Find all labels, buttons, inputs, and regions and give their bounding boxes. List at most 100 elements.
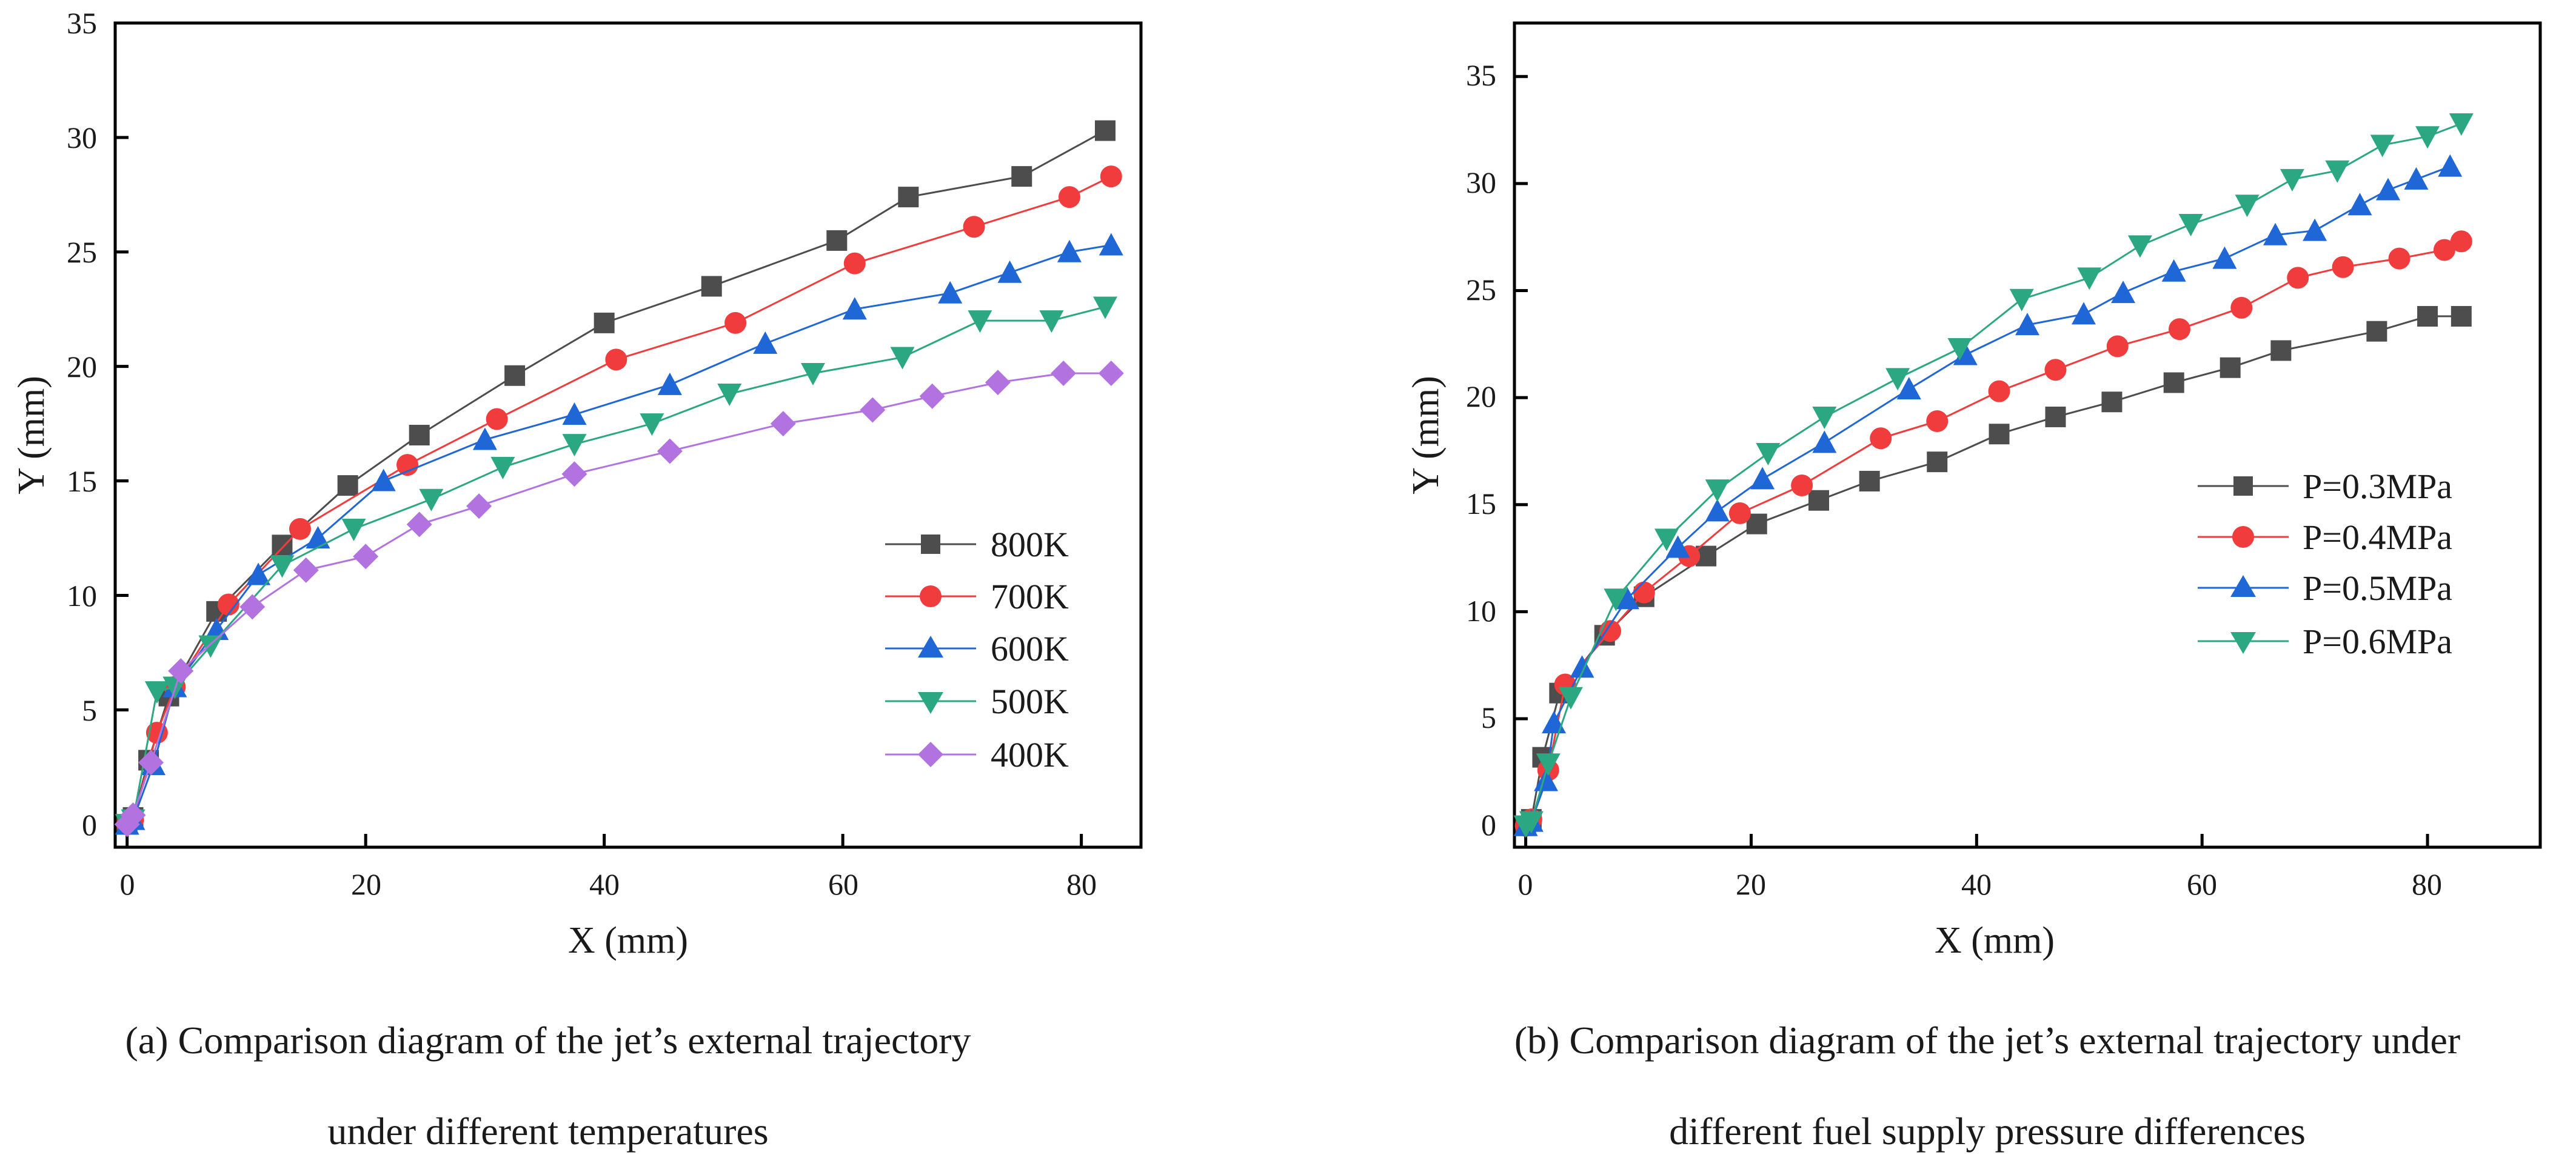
chart-b-data-point [2178, 214, 2203, 237]
chart-a-data-point [753, 331, 778, 354]
chart-a-data-point [1099, 233, 1123, 256]
chart-b-data-point [2220, 357, 2241, 378]
chart-b-legend-label: P=0.3MPa [2303, 467, 2452, 506]
chart-a-data-point [562, 402, 587, 425]
chart-b-data-point [2015, 313, 2039, 336]
chart-a-data-point [657, 372, 682, 395]
chart-a-legend: 800K 700K 600K 500K 400K [885, 525, 1069, 774]
chart-b-data-point [2106, 335, 2129, 358]
chart-a-data-point [1058, 186, 1080, 208]
chart-a-tick-marks [115, 21, 1083, 847]
chart-b-data-point [1558, 687, 1583, 710]
chart-a-data-point [1011, 166, 1032, 187]
chart-a-series-line [126, 130, 1106, 825]
chart-a-x-axis-title: X (mm) [568, 920, 688, 961]
chart-a-data-point [272, 535, 293, 556]
chart-b-legend-label: P=0.5MPa [2303, 568, 2452, 608]
chart-a-series-1 [116, 165, 1122, 836]
chart-a-data-point [860, 397, 886, 423]
chart-a: 0 20 40 60 80 0 5 10 15 20 25 30 35 X (m… [11, 6, 1143, 1153]
chart-b-legend-marker-circle [2232, 526, 2254, 548]
chart-a-data-point [138, 750, 164, 776]
chart-b-data-point [2370, 135, 2395, 158]
chart-b-data-point [2263, 222, 2288, 245]
chart-b-data-point [2438, 154, 2463, 177]
chart-a-data-point [963, 216, 985, 238]
chart-b-y-tick-label: 0 [1481, 808, 1496, 842]
chart-a-series-2 [115, 233, 1123, 835]
chart-b-data-point [1536, 753, 1561, 776]
chart-b-caption-line-1: (b) Comparison diagram of the jet’s exte… [1514, 1019, 2460, 1062]
chart-b-data-point [2417, 305, 2438, 327]
chart-a-data-point [724, 311, 747, 334]
chart-b-y-tick-label: 5 [1481, 701, 1496, 734]
chart-a-data-point [371, 468, 396, 491]
chart-a-x-tick-label: 0 [120, 867, 135, 901]
chart-a-data-point [640, 413, 664, 436]
chart-b-data-point [2045, 406, 2066, 427]
chart-a-legend-label: 700K [991, 577, 1069, 616]
chart-b-data-point [2161, 259, 2186, 282]
chart-a-plot-frame [113, 21, 1143, 849]
chart-b-data-point [2366, 321, 2387, 342]
chart-a-data-point [898, 187, 919, 208]
chart-a-data-point [239, 594, 266, 620]
chart-b-data-point [2449, 113, 2474, 136]
chart-b-data-point [1756, 443, 1781, 466]
chart-a-caption-line-1: (a) Comparison diagram of the jet’s exte… [125, 1019, 971, 1062]
chart-b-data-point [2270, 340, 2292, 361]
chart-b-data-point [1870, 427, 1892, 450]
chart-b-data-point [1599, 620, 1622, 642]
chart-a-legend-marker-triangle-up [918, 636, 943, 658]
chart-b-data-point [1750, 467, 1775, 490]
chart-b-data-point [2235, 195, 2260, 218]
chart-b-data-point [1654, 528, 1679, 551]
chart-b-caption-line-2: different fuel supply pressure differenc… [1669, 1110, 2306, 1153]
chart-b-y-axis-title: Y (mm) [1405, 376, 1447, 495]
chart-a-data-point [717, 384, 742, 406]
chart-a-x-tick-label: 40 [589, 867, 620, 901]
chart-b-data-point [1534, 768, 1559, 791]
chart-a-data-point [289, 518, 311, 540]
chart-b-data-point [1812, 430, 1837, 453]
chart-a-data-point [217, 593, 239, 616]
chart-a-data-point [466, 493, 492, 519]
chart-b-x-ticks: 0 20 40 60 80 [1518, 867, 2443, 901]
chart-a-data-point [1051, 361, 1077, 386]
chart-a-legend-marker-square [921, 535, 940, 554]
chart-b-data-point [2325, 160, 2350, 183]
chart-a-legend-label: 600K [991, 629, 1069, 668]
chart-b-y-tick-label: 15 [1466, 487, 1496, 521]
chart-b-data-point [2127, 235, 2152, 258]
chart-a-data-point [561, 461, 587, 487]
chart-a-data-point [409, 425, 430, 445]
chart-a-x-tick-label: 80 [1066, 867, 1097, 901]
chart-a-data-point [1092, 296, 1117, 319]
chart-b-data-point [2280, 168, 2304, 192]
chart-b: 0 20 40 60 80 0 5 10 15 20 25 30 35 X (m… [1405, 21, 2542, 1153]
chart-a-series-4 [114, 361, 1124, 838]
chart-b-data-point [2009, 288, 2034, 311]
chart-b-data-point [2388, 247, 2410, 270]
chart-a-data-point [968, 310, 992, 333]
chart-b-data-point [2303, 218, 2327, 241]
chart-a-data-point [1057, 239, 1082, 262]
chart-a-caption-line-2: under different temperatures [327, 1110, 768, 1153]
chart-a-data-point [486, 408, 508, 430]
chart-b-data-point [2077, 267, 2102, 290]
chart-b-data-point [2375, 178, 2400, 201]
chart-b-data-point [2287, 267, 2309, 289]
chart-a-data-point [396, 454, 419, 476]
chart-b-data-point [1665, 535, 1690, 558]
chart-b-data-point [1859, 470, 1880, 491]
chart-a-data-point [890, 347, 915, 370]
chart-a-legend-label: 800K [991, 525, 1069, 564]
chart-b-plot-frame [1513, 21, 2542, 849]
chart-b-series-3 [1513, 113, 2474, 838]
chart-b-data-point [1614, 587, 1639, 610]
chart-b-data-point [1927, 451, 1948, 473]
chart-b-data-point [1604, 588, 1628, 611]
chart-b-data-point [2212, 246, 2237, 269]
chart-a-y-tick-label: 0 [82, 808, 97, 842]
chart-b-y-tick-label: 10 [1466, 594, 1496, 628]
